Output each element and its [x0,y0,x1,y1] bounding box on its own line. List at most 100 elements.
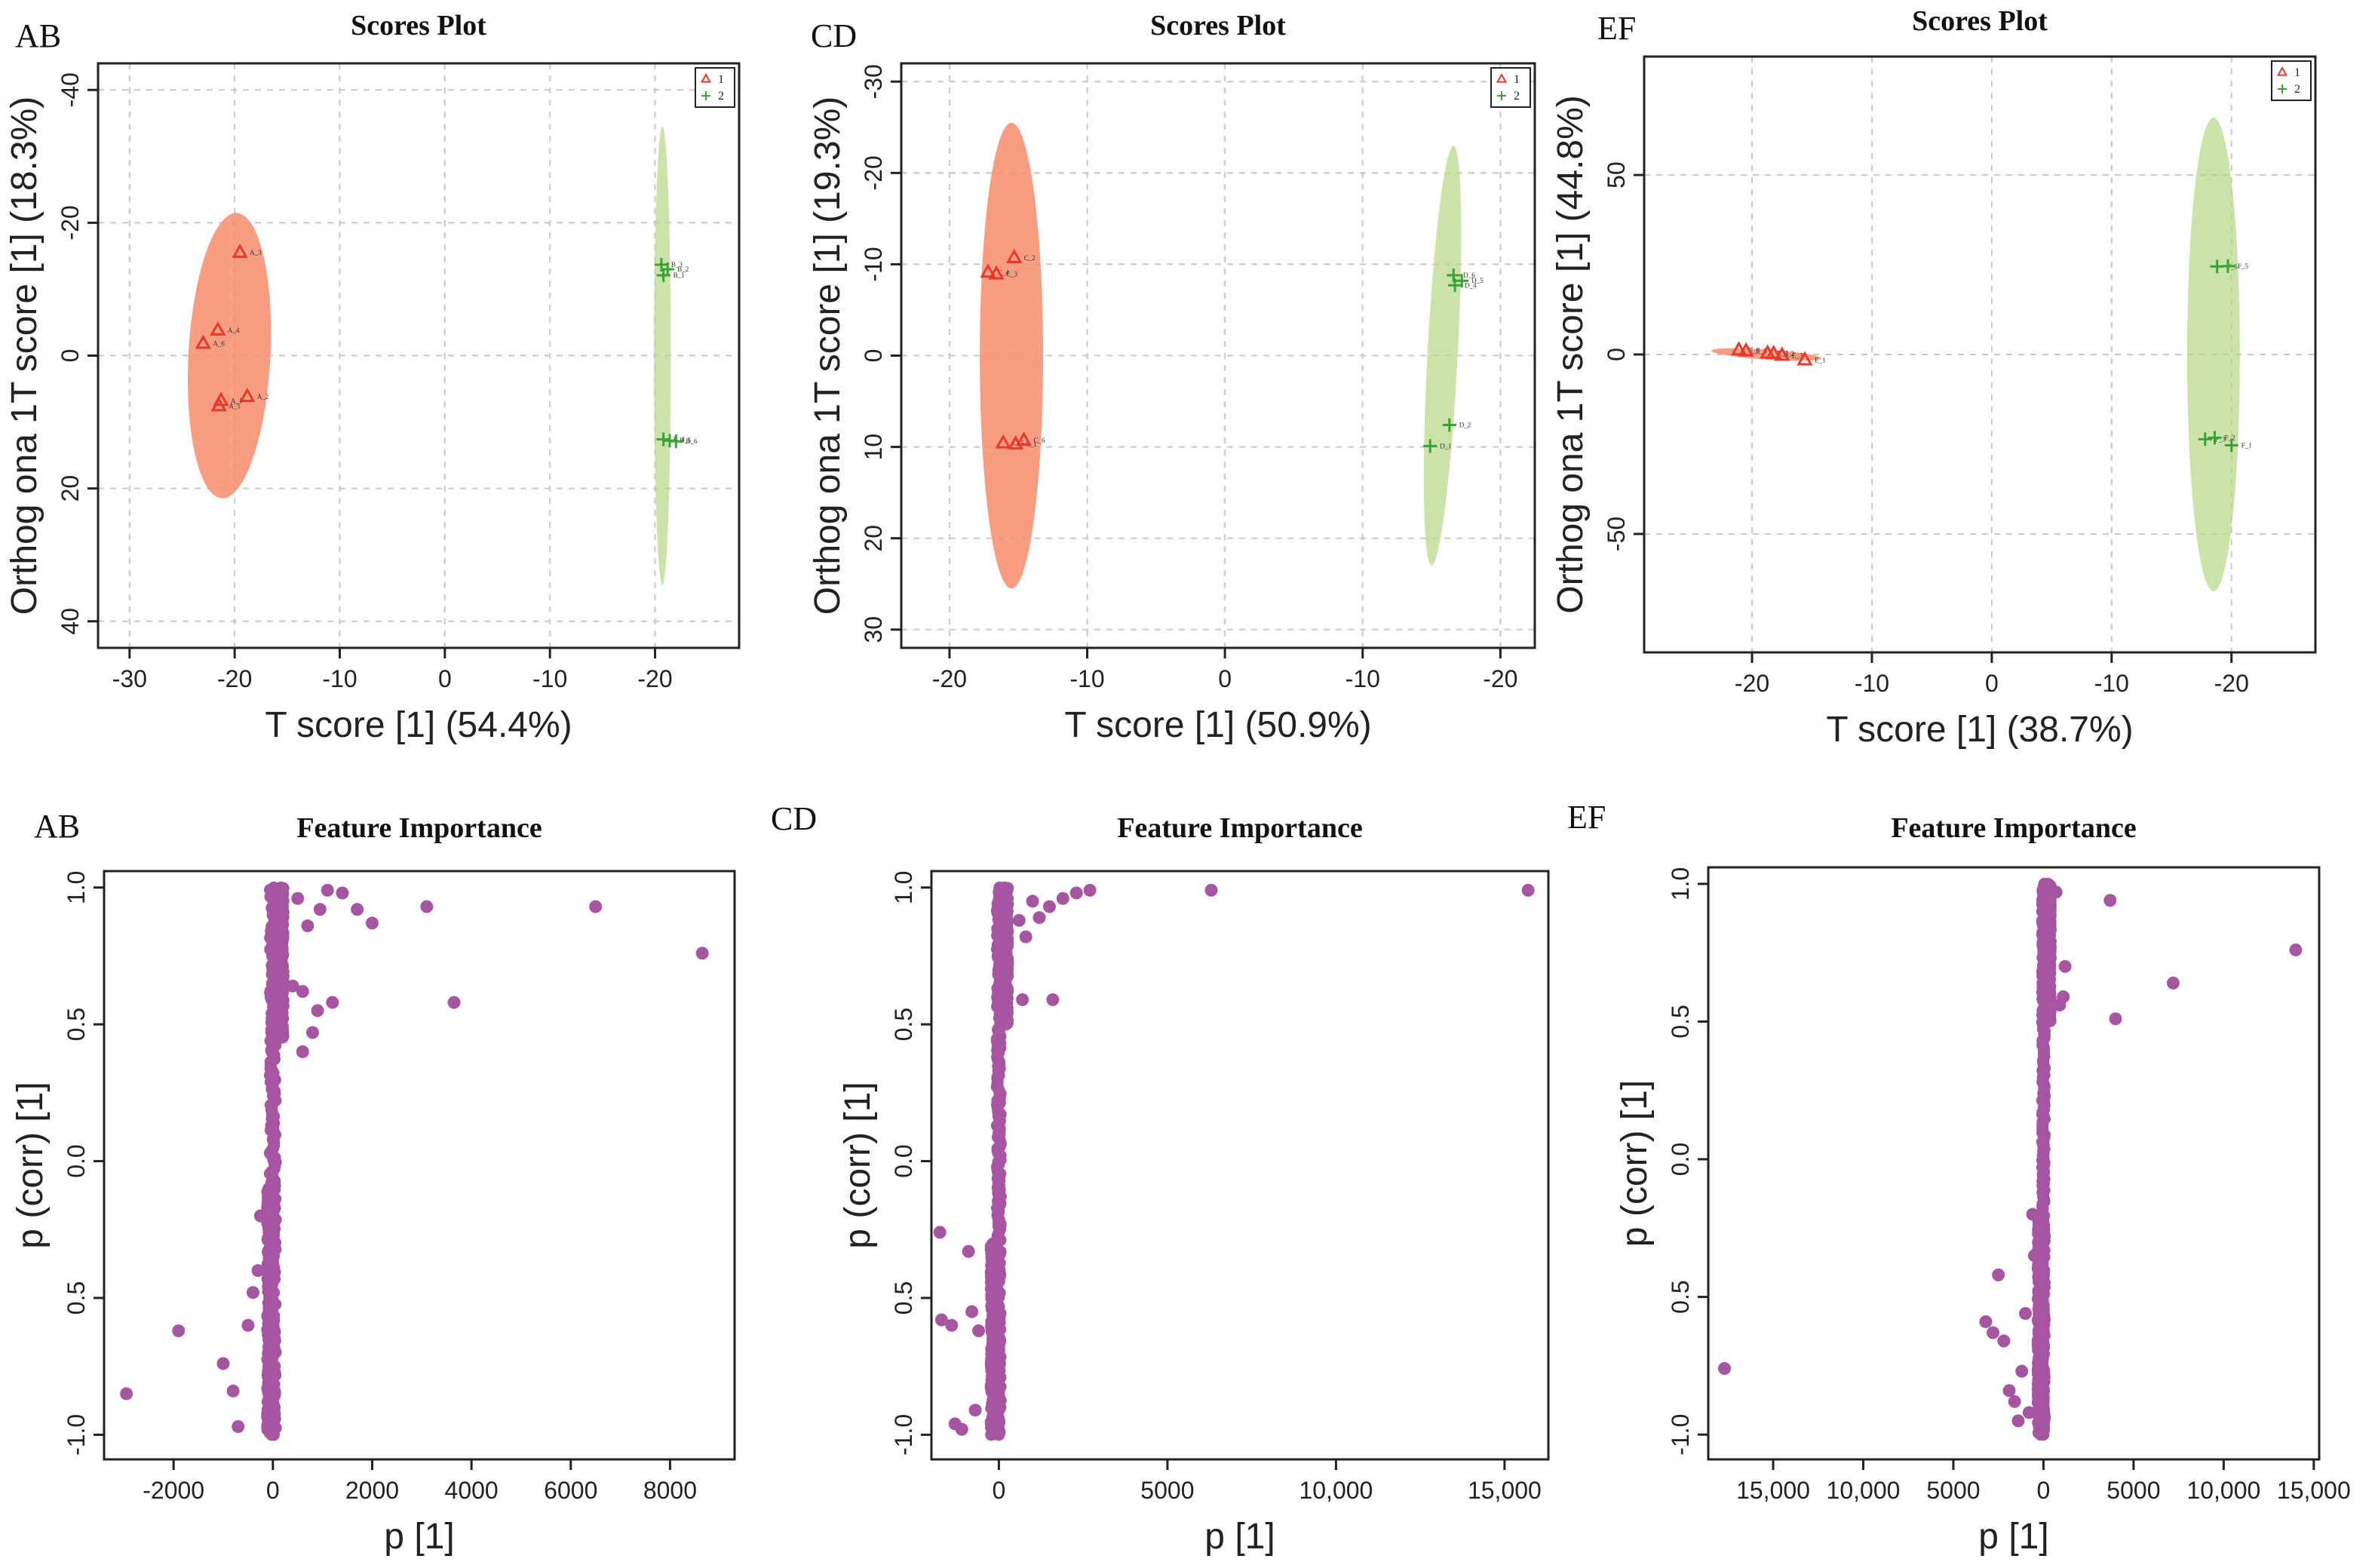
data-point-outlier [1019,930,1033,944]
y-tick-label: 0 [1603,348,1630,361]
data-point-outlier [1046,993,1060,1007]
data-point [275,881,287,894]
panel-scores_ef: EF Scores Plot -20 -10 0 -10 -20 50 0 -50 T score … [1551,5,2317,750]
data-point-outlier [296,985,309,999]
point-label: B_4 [674,435,686,443]
data-point-outlier [232,1419,245,1433]
y-tick-label: 0.5 [890,1281,917,1315]
x-axis-label: p [1] [1204,1517,1275,1557]
point-marker-triangle [1006,248,1023,263]
point-marker-plus [1448,278,1462,293]
point-label: E_4 [1778,350,1789,357]
data-point-outlier [2008,1395,2021,1408]
legend-marker-plus [701,91,710,100]
data-point-outlier [286,979,299,993]
x-tick-label: 5000 [1140,1477,1194,1504]
point-marker-plus [1447,268,1461,282]
data-point-outlier [1992,1268,2005,1281]
y-tick-label: -20 [860,155,887,190]
data-point-outlier [447,996,461,1009]
point-label: A_2 [257,393,269,400]
y-tick-label: 0.5 [1667,1005,1694,1038]
x-tick-label: 0 [993,1477,1006,1504]
data-point-outlier [365,916,379,930]
data-point [2042,877,2054,890]
data-point-outlier [2026,1207,2039,1221]
panel-label: EF [1597,10,1636,47]
point-label: C_1 [1026,440,1037,448]
confidence-ellipse-1 [1711,348,1822,361]
y-tick-label: 30 [860,616,887,643]
panel-scores_cd: CD Scores Plot -20 -10 0 -10 -20 -30 -20 -10 0 10 20… [808,10,1536,745]
x-tick-label: 0 [1218,665,1232,692]
x-tick-label: 10,000 [1827,1477,1901,1504]
data-point-outlier [2022,1406,2036,1419]
data-point-outlier [305,1026,319,1039]
legend-marker-plus [1497,91,1506,100]
data-point-outlier [2166,976,2180,990]
data-point-outlier [2103,894,2117,907]
panel-label: AB [34,808,80,845]
x-tick-label: -30 [112,665,147,692]
data-point-outlier [326,996,339,1009]
data-point-outlier [351,903,364,916]
x-tick-label: -10 [1069,665,1104,692]
x-tick-label: -20 [1483,665,1517,692]
y-axis-label: p (corr) [1] [838,1082,878,1248]
point-marker-triangle [1797,351,1813,366]
point-marker-triangle [995,434,1011,449]
y-tick-label: -1.0 [890,1414,917,1456]
data-point-outlier [1026,894,1039,908]
x-tick-label: 10,000 [1299,1477,1373,1504]
plot-frame [97,62,741,649]
panel-feature_cd: CD Feature Importance 0 5000 10,000 15,000 1.0… [771,800,1550,1557]
plot-frame [1707,866,2321,1461]
plot-frame [930,870,1550,1461]
confidence-ellipse-2 [2186,117,2240,592]
point-label: C_6 [1034,437,1046,444]
y-tick-label: 20 [57,475,84,502]
chart-title: Feature Importance [1891,812,2136,844]
y-axis-label: p (corr) [1] [1615,1080,1655,1247]
data-point-outlier [2058,959,2072,973]
point-label: F_1 [2241,441,2252,449]
y-tick-label: 0.5 [1667,1280,1694,1313]
data-point-outlier [246,1286,259,1300]
x-tick-label: -10 [1345,665,1380,692]
y-tick-label: 50 [1603,161,1630,189]
chart-title: Scores Plot [351,10,486,41]
chart-title: Scores Plot [1150,10,1286,41]
confidence-ellipse-2 [654,126,671,585]
legend-entry: 2 [718,90,724,103]
legend-marker-plus [2278,84,2287,94]
point-label: C_3 [1006,271,1018,278]
x-tick-label: -20 [217,665,252,692]
point-marker-triangle [210,321,226,336]
point-marker-triangle [232,243,248,258]
plot-frame [1643,55,2317,654]
legend-marker-triangle [700,72,712,83]
point-marker-plus [1423,439,1438,453]
point-label: B_5 [680,437,692,444]
data-point-outlier [972,1324,986,1337]
point-label: C_4 [998,268,1010,276]
data-point-outlier [589,900,603,913]
y-tick-label: 1.0 [890,871,917,904]
point-label: A_1 [231,397,243,404]
data-point-outlier [251,1264,265,1278]
data-point-outlier [172,1324,186,1337]
data-point-outlier [1987,1326,2000,1339]
point-label: D_2 [1459,422,1471,429]
point-marker-triangle [195,334,212,349]
x-axis-label: T score [1] (50.9%) [1064,705,1371,745]
x-tick-label: -10 [2094,670,2129,697]
y-tick-label: 0 [860,349,887,363]
point-label: D_6 [1463,272,1475,279]
panel-label: CD [771,800,817,837]
x-tick-label: -20 [2214,670,2249,697]
data-point-outlier [695,947,709,960]
y-tick-label: 20 [860,525,887,552]
point-label: B_6 [686,437,698,445]
data-point-outlier [2011,1414,2025,1428]
